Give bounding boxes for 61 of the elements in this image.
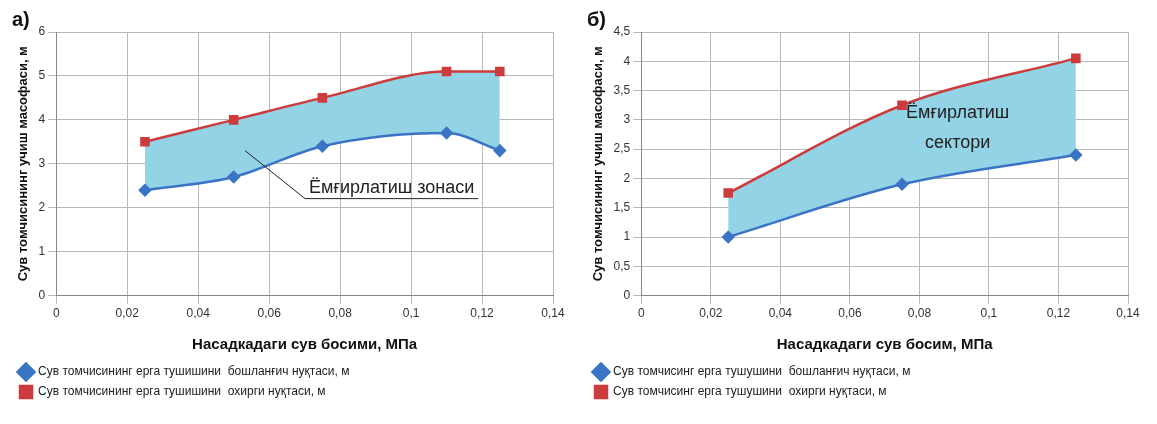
y-tick-label: 4 xyxy=(623,53,631,68)
legend-label: Сув томчисининг ерга тушишини бошланғич нуқтаси, м xyxy=(38,364,350,379)
point xyxy=(317,93,328,103)
x-tick-label: 0,08 xyxy=(328,306,353,321)
x-tick-label: 0,12 xyxy=(1046,306,1071,321)
x-tick-label: 0,12 xyxy=(470,306,495,321)
x-tick-label: 0,1 xyxy=(402,306,420,321)
y-tick-label: 1 xyxy=(623,229,631,244)
x-tick-label: 0,08 xyxy=(907,306,932,321)
point xyxy=(897,100,907,111)
annotation: Ёмғирлатиш сектори xyxy=(906,101,1010,152)
y-axis-title: Сув томчисининг учиш масофаси, м xyxy=(590,46,606,282)
x-tick-label: 0,02 xyxy=(115,306,140,321)
point xyxy=(227,170,240,184)
point xyxy=(138,183,152,197)
y-tick-label: 0,5 xyxy=(613,258,631,273)
y-tick-label: 2 xyxy=(623,170,631,185)
point xyxy=(895,178,909,191)
y-tick-label: 4,5 xyxy=(613,24,631,39)
y-tick-label: 0 xyxy=(38,287,46,302)
point xyxy=(493,144,507,157)
point xyxy=(140,137,150,147)
point xyxy=(1069,148,1083,162)
x-axis-title: Насадкадаги сув босим, МПа xyxy=(776,335,994,353)
x-tick-label: 0,14 xyxy=(541,306,565,321)
y-tick-label: 3,5 xyxy=(613,82,631,97)
point xyxy=(723,188,733,198)
legend-label: Сув томчисинг ерга тушушини бошланғич нуқтаси, м xyxy=(613,364,911,379)
point xyxy=(1071,53,1081,64)
chart-title: а) xyxy=(12,7,30,30)
y-tick-label: 1 xyxy=(38,243,46,258)
x-tick-label: 0,04 xyxy=(768,306,793,321)
chart-title: б) xyxy=(587,7,607,30)
point xyxy=(228,115,239,125)
x-tick-label: 0 xyxy=(637,306,645,321)
y-tick-label: 0 xyxy=(623,287,631,302)
x-tick-label: 0,04 xyxy=(186,306,211,321)
y-tick-label: 3 xyxy=(623,112,631,127)
annotation: Ёмғирлатиш зонаси xyxy=(309,176,475,197)
point xyxy=(440,126,453,140)
y-tick-label: 5 xyxy=(38,68,46,83)
y-tick-label: 2 xyxy=(38,200,46,215)
x-tick-label: 0,02 xyxy=(699,306,723,321)
point xyxy=(721,230,735,244)
point xyxy=(316,139,329,153)
legend-label: Сув томчисининг ерга тушишини охирги нуқтаси, м xyxy=(38,384,326,399)
y-tick-label: 3 xyxy=(38,156,46,171)
y-tick-label: 4 xyxy=(38,112,46,127)
x-tick-label: 0,06 xyxy=(838,306,862,321)
y-tick-label: 2,5 xyxy=(613,141,631,156)
y-tick-label: 6 xyxy=(38,24,46,39)
point xyxy=(441,66,452,77)
x-tick-label: 0,06 xyxy=(257,306,282,321)
y-tick-label: 1,5 xyxy=(613,200,631,215)
y-axis-title: Сув томчисининг учиш масофаси, м xyxy=(15,46,31,282)
legend-label: Сув томчисинг ерга тушушини охирги нуқтаси, м xyxy=(613,384,887,399)
x-tick-label: 0,14 xyxy=(1116,306,1140,321)
x-axis-title: Насадкадаги сув босими, МПа xyxy=(192,335,418,353)
x-tick-label: 0 xyxy=(52,306,60,321)
x-tick-label: 0,1 xyxy=(980,306,998,321)
point xyxy=(494,66,505,77)
